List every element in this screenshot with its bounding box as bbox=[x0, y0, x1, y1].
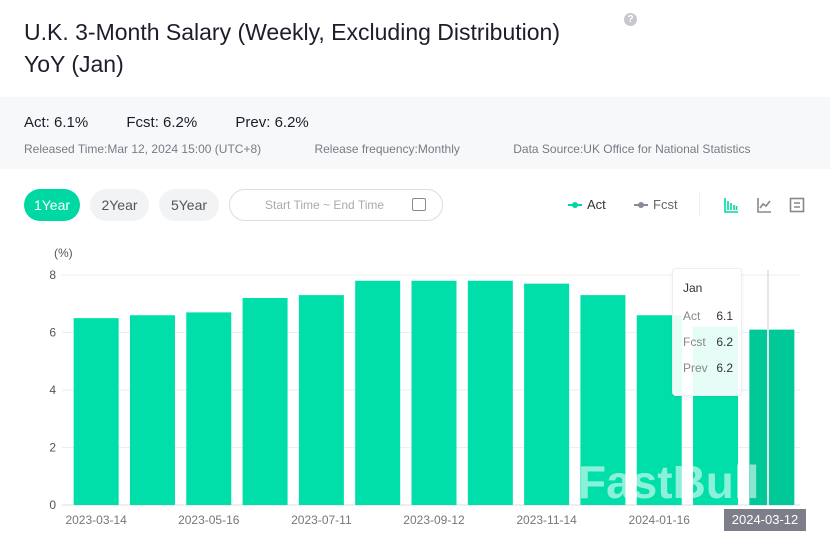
x-axis-highlight-label: 2024-03-12 bbox=[724, 509, 806, 531]
act-marker-icon bbox=[568, 201, 582, 208]
line-chart-icon[interactable] bbox=[756, 197, 772, 213]
bar[interactable] bbox=[242, 298, 288, 505]
release-info: Act: 6.1% Fcst: 6.2% Prev: 6.2% Released… bbox=[0, 97, 830, 169]
bar[interactable] bbox=[73, 318, 119, 505]
x-tick-label: 2023-09-12 bbox=[403, 513, 465, 527]
actual-value: Act: 6.1% bbox=[24, 114, 89, 131]
page-title: U.K. 3-Month Salary (Weekly, Excluding D… bbox=[24, 19, 561, 77]
question-circle-icon[interactable]: ? bbox=[624, 13, 637, 26]
range-2year-button[interactable]: 2Year bbox=[90, 189, 149, 221]
previous-value: Prev: 6.2% bbox=[235, 114, 309, 131]
bar[interactable] bbox=[524, 283, 570, 505]
bar[interactable] bbox=[129, 315, 175, 505]
tooltip-fcst-label: Fcst bbox=[683, 335, 706, 349]
bar[interactable] bbox=[298, 295, 344, 505]
release-frequency: Release frequency:Monthly bbox=[314, 142, 460, 156]
x-tick-label: 2023-05-16 bbox=[178, 513, 240, 527]
bar[interactable] bbox=[749, 329, 795, 505]
bar[interactable] bbox=[467, 280, 513, 505]
legend-act[interactable]: Act bbox=[568, 197, 606, 212]
watermark-logo: FastBull bbox=[578, 456, 759, 508]
x-tick-label: 2023-11-14 bbox=[516, 513, 577, 527]
y-tick-label: 6 bbox=[49, 326, 56, 340]
table-view-icon[interactable] bbox=[789, 197, 805, 213]
y-tick-label: 4 bbox=[49, 383, 56, 397]
tooltip-fcst-value: 6.2 bbox=[716, 335, 733, 349]
tooltip-prev-value: 6.2 bbox=[716, 361, 733, 375]
legend-act-label: Act bbox=[587, 197, 606, 212]
tooltip-period: Jan bbox=[683, 281, 703, 295]
legend-fcst-label: Fcst bbox=[653, 197, 678, 212]
tooltip-prev-label: Prev bbox=[683, 361, 708, 375]
x-tick-label: 2024-01-16 bbox=[629, 513, 691, 527]
x-tick-label: 2023-03-14 bbox=[65, 513, 127, 527]
data-source: Data Source:UK Office for National Stati… bbox=[513, 142, 751, 156]
y-axis-label: (%) bbox=[54, 246, 73, 260]
bar[interactable] bbox=[186, 312, 232, 505]
y-tick-label: 8 bbox=[49, 268, 56, 282]
released-time: Released Time:Mar 12, 2024 15:00 (UTC+8) bbox=[24, 142, 262, 156]
divider bbox=[699, 193, 700, 217]
y-tick-label: 2 bbox=[49, 441, 56, 455]
tooltip-act-label: Act bbox=[683, 309, 701, 323]
tooltip-act-value: 6.1 bbox=[716, 309, 733, 323]
bar[interactable] bbox=[580, 295, 626, 505]
fcst-marker-icon bbox=[634, 201, 648, 208]
calendar-icon[interactable] bbox=[412, 198, 426, 211]
x-tick-label: 2023-07-11 bbox=[291, 513, 352, 527]
legend-fcst[interactable]: Fcst bbox=[634, 197, 678, 212]
bar-chart-icon[interactable] bbox=[723, 197, 739, 213]
y-tick-label: 0 bbox=[49, 498, 56, 512]
forecast-value: Fcst: 6.2% bbox=[126, 114, 198, 131]
bar[interactable] bbox=[355, 280, 401, 505]
date-range-placeholder: Start Time ~ End Time bbox=[265, 198, 385, 212]
range-5year-button[interactable]: 5Year bbox=[159, 189, 219, 221]
tooltip: Jan Act 6.1 Fcst 6.2 Prev 6.2 bbox=[672, 268, 742, 396]
date-range-input[interactable]: Start Time ~ End Time bbox=[229, 189, 443, 221]
range-1year-button[interactable]: 1Year bbox=[24, 189, 80, 221]
bar[interactable] bbox=[411, 280, 457, 505]
